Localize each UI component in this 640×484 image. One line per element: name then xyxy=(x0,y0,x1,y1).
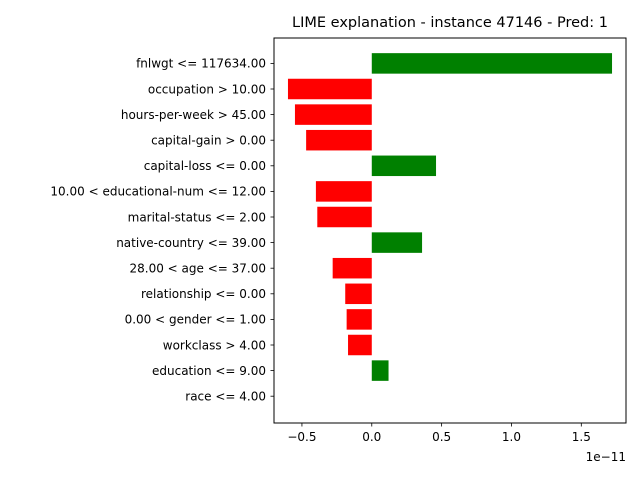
x-axis: −0.5 0.0 0.5 1.0 1.5 xyxy=(287,423,591,444)
bars-group xyxy=(287,53,613,381)
bar-5 xyxy=(315,181,372,202)
y-tick-label-4: capital-loss <= 0.00 xyxy=(144,159,266,173)
y-tick-label-13: race <= 4.00 xyxy=(185,390,266,404)
bar-7 xyxy=(371,232,423,253)
bar-0 xyxy=(371,53,613,74)
y-tick-label-7: native-country <= 39.00 xyxy=(116,236,266,250)
y-tick-label-6: marital-status <= 2.00 xyxy=(128,210,266,224)
bar-4 xyxy=(371,155,437,177)
chart-title: LIME explanation - instance 47146 - Pred… xyxy=(292,15,608,31)
bar-10 xyxy=(346,309,372,330)
y-tick-label-3: capital-gain > 0.00 xyxy=(151,134,266,148)
plot-frame xyxy=(273,37,627,424)
x-tick-label-1: 0.0 xyxy=(362,430,381,444)
bar-3 xyxy=(306,129,372,151)
y-tick-label-0: fnlwgt <= 117634.00 xyxy=(136,57,266,71)
bar-8 xyxy=(332,257,372,279)
bar-12 xyxy=(371,360,389,381)
y-axis: fnlwgt <= 117634.00 occupation > 10.00 hou… xyxy=(50,57,274,404)
y-tick-label-5: 10.00 < educational-num <= 12.00 xyxy=(50,185,266,199)
x-axis-offset-label: 1e−11 xyxy=(586,450,626,464)
x-tick-label-4: 1.5 xyxy=(572,430,591,444)
x-tick-label-0: −0.5 xyxy=(287,430,316,444)
y-tick-label-11: workclass > 4.00 xyxy=(163,338,266,352)
x-tick-label-3: 1.0 xyxy=(502,430,521,444)
y-tick-label-1: occupation > 10.00 xyxy=(148,82,266,96)
y-tick-label-10: 0.00 < gender <= 1.00 xyxy=(125,313,266,327)
bar-1 xyxy=(287,78,372,100)
bar-2 xyxy=(294,104,372,125)
bar-6 xyxy=(317,206,372,228)
y-tick-label-12: education <= 9.00 xyxy=(152,364,266,378)
bar-11 xyxy=(348,334,372,356)
y-tick-label-8: 28.00 < age <= 37.00 xyxy=(130,262,266,276)
y-tick-label-2: hours-per-week > 45.00 xyxy=(121,108,266,122)
y-tick-label-9: relationship <= 0.00 xyxy=(141,287,266,301)
x-tick-label-2: 0.5 xyxy=(432,430,451,444)
bar-9 xyxy=(345,283,372,305)
